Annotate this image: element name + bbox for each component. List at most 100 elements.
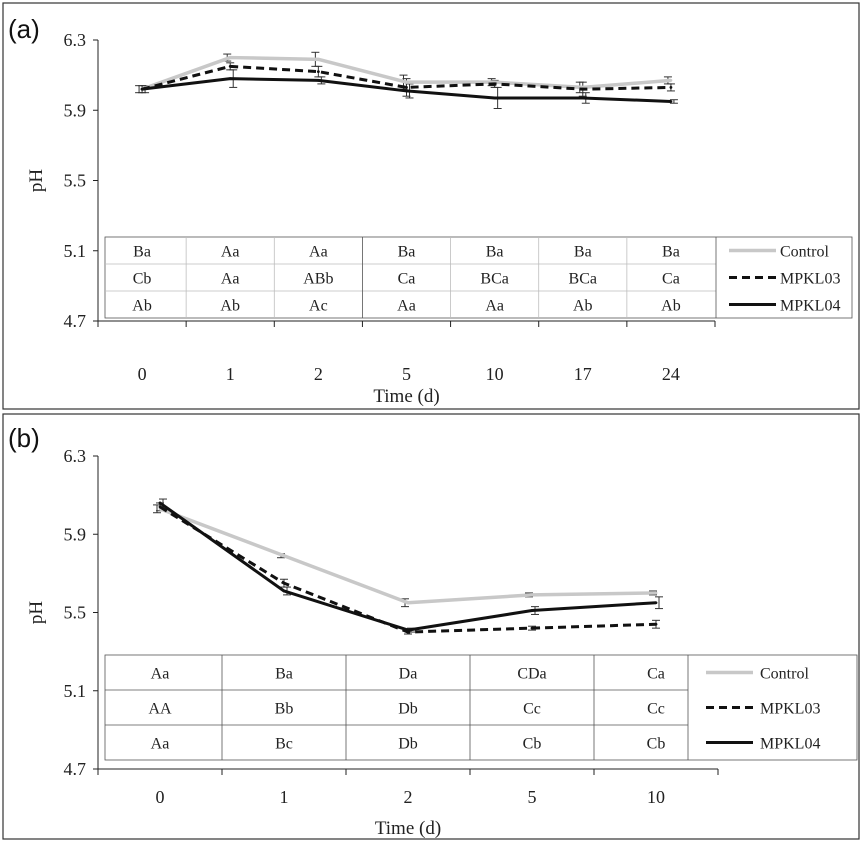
x-tick-label: 17 <box>574 364 592 384</box>
series-line-mpkl04 <box>159 501 657 632</box>
data-table-cell: Ba <box>486 244 504 261</box>
data-table-cell: Ca <box>662 271 680 288</box>
data-table-cell: Ab <box>573 298 593 315</box>
x-tick-label: 1 <box>226 364 235 384</box>
data-point-mpkl03 <box>581 87 585 91</box>
y-tick-label: 4.7 <box>64 759 87 779</box>
data-table-cell: Cb <box>523 736 542 753</box>
y-tick-label: 5.5 <box>64 603 87 623</box>
y-tick-label: 6.3 <box>64 446 87 466</box>
x-tick-label: 1 <box>280 787 289 807</box>
data-point-control <box>669 78 673 82</box>
legend-label: MPKL04 <box>760 736 820 753</box>
data-table-cell: Cb <box>647 736 666 753</box>
x-tick-label: 5 <box>528 787 537 807</box>
legend-label: MPKL03 <box>760 701 820 718</box>
data-table-cell: Ac <box>309 298 328 315</box>
chart-panel-a: (a) 6.3 5.9 5.5 5.1 4.7 pH 0 1 2 5 10 17 24 Time (d) Ba… <box>2 2 860 410</box>
data-point-mpkl04 <box>654 601 658 605</box>
data-table-cell: Ba <box>662 244 680 261</box>
data-point-mpkl04 <box>282 589 286 593</box>
data-point-mpkl04 <box>140 87 144 91</box>
y-tick-label: 6.3 <box>64 30 87 50</box>
data-point-mpkl04 <box>158 501 162 505</box>
data-point-control <box>406 601 410 605</box>
legend-label: MPKL04 <box>780 298 840 315</box>
x-tick-label: 10 <box>486 364 504 384</box>
data-table-cell: Aa <box>397 298 416 315</box>
data-point-control <box>530 593 534 597</box>
data-table-cell: Ba <box>398 244 416 261</box>
data-table-cell: Cc <box>523 701 541 718</box>
data-table-cell: ABb <box>303 271 333 288</box>
data-point-mpkl04 <box>316 78 320 82</box>
data-point-control <box>316 57 320 61</box>
data-table-cell: Ab <box>132 298 152 315</box>
y-tick-label: 5.1 <box>64 241 87 261</box>
y-axis-title: pH <box>26 601 47 625</box>
data-table-cell: BCa <box>480 271 508 288</box>
data-point-control <box>405 80 408 84</box>
legend-label: Control <box>780 244 829 261</box>
x-tick-label: 24 <box>662 364 680 384</box>
data-point-mpkl04 <box>669 100 673 103</box>
panel-frame <box>2 2 860 410</box>
panel-label: (b) <box>8 423 40 453</box>
data-table-cell: Aa <box>151 666 170 683</box>
data-point-mpkl03 <box>158 505 162 509</box>
data-table-cell: Aa <box>221 271 240 288</box>
x-tick-label: 2 <box>314 364 323 384</box>
data-point-mpkl03 <box>228 64 232 68</box>
data-table-cell: Db <box>398 701 418 718</box>
data-table-cell: Aa <box>309 244 328 261</box>
data-table-cell: CDa <box>517 666 546 683</box>
panel-label: (a) <box>8 14 40 44</box>
data-table-cell: Ba <box>275 666 293 683</box>
data-table-cell: Ab <box>220 298 240 315</box>
data-point-mpkl04 <box>493 96 497 100</box>
data-table-cell: Cc <box>647 701 665 718</box>
y-axis-title: pH <box>26 169 47 193</box>
legend-label: Control <box>760 666 809 683</box>
data-table-cell: BCa <box>569 271 597 288</box>
x-axis-title: Time (d) <box>373 386 439 407</box>
y-tick-label: 4.7 <box>64 311 87 331</box>
data-table-cell: Ab <box>661 298 681 315</box>
chart-panel-b: (b) 6.3 5.9 5.5 5.1 4.7 pH 0 1 2 5 10 Time (d) Aa Ba Da… <box>2 413 860 840</box>
data-point-mpkl04 <box>405 89 408 93</box>
data-table-cell: Ca <box>647 666 665 683</box>
x-axis-title: Time (d) <box>375 818 441 839</box>
data-table-cell: Ba <box>574 244 592 261</box>
data-table-cell: Bb <box>275 701 294 718</box>
x-tick-label: 10 <box>647 787 665 807</box>
data-table-cell: Aa <box>221 244 240 261</box>
y-tick-label: 5.1 <box>64 681 87 701</box>
y-tick-label: 5.5 <box>64 171 87 191</box>
data-point-control <box>654 591 658 595</box>
data-table-cell: Cb <box>133 271 152 288</box>
x-tick-label: 0 <box>156 787 165 807</box>
series-line-mpkl03 <box>159 505 657 634</box>
data-table-cell: Ba <box>133 244 151 261</box>
x-tick-label: 0 <box>138 364 147 384</box>
data-point-mpkl03 <box>654 622 658 626</box>
x-tick-label: 5 <box>402 364 411 384</box>
data-table-cell: Da <box>399 666 418 683</box>
data-table-cell: Aa <box>151 736 170 753</box>
data-table-border <box>104 654 858 761</box>
data-point-mpkl03 <box>316 70 320 74</box>
panel-frame <box>2 413 860 840</box>
legend-label: MPKL03 <box>780 271 840 288</box>
data-table-cell: Aa <box>485 298 504 315</box>
data-table-border <box>104 236 853 319</box>
data-table-cell: Ca <box>398 271 416 288</box>
data-point-mpkl03 <box>669 86 673 89</box>
y-tick-label: 5.9 <box>64 100 87 120</box>
data-point-control <box>228 56 232 59</box>
x-tick-label: 2 <box>404 787 413 807</box>
data-point-mpkl04 <box>530 609 534 612</box>
data-point-mpkl03 <box>405 86 408 89</box>
y-tick-label: 5.9 <box>64 524 87 544</box>
data-point-mpkl04 <box>228 77 232 81</box>
data-point-mpkl03 <box>530 626 534 630</box>
